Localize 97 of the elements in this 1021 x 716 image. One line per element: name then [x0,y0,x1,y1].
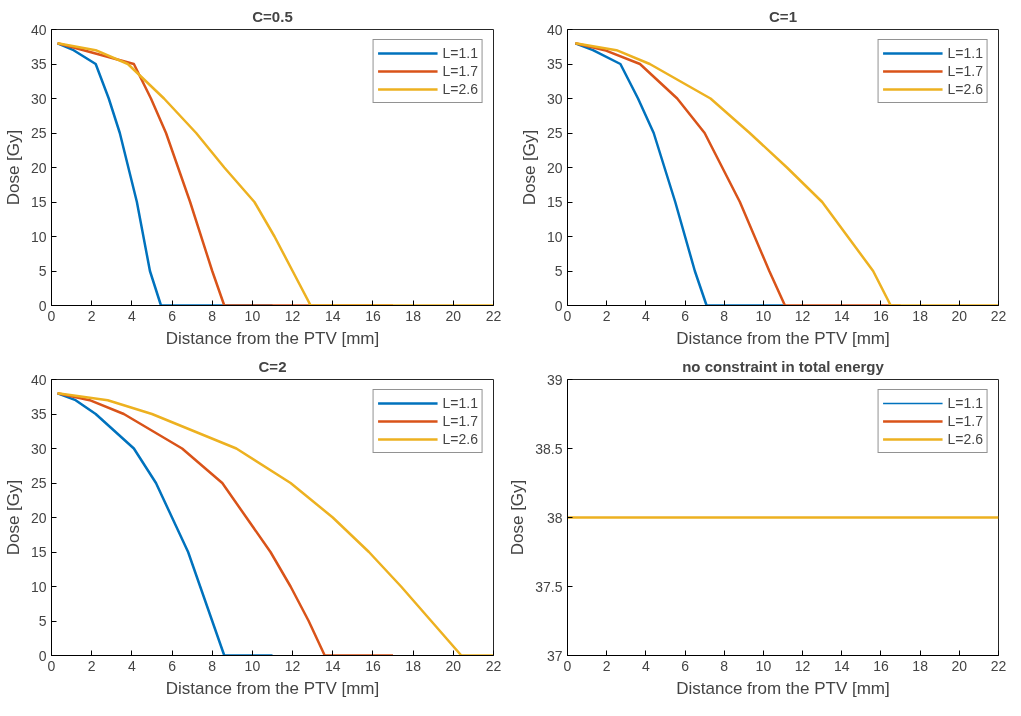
legend-label: L=2.6 [947,80,983,98]
x-tick-label: 16 [365,307,381,324]
y-axis-title: Dose [Gy] [3,479,23,556]
chart-title: C=2 [258,357,287,375]
y-tick-label: 5 [38,613,47,629]
y-tick-label: 25 [30,475,47,491]
y-tick-label: 40 [30,21,47,38]
x-tick-label: 4 [641,657,650,674]
x-tick-label: 14 [324,307,341,324]
legend-label: L=1.7 [947,412,983,430]
y-tick-label: 30 [30,440,47,457]
x-tick-label: 4 [127,307,136,324]
x-tick-label: 18 [912,307,929,324]
x-tick-label: 20 [951,307,968,324]
legend-label: L=1.1 [442,394,478,412]
x-tick-label: 12 [794,657,811,674]
legend-label: L=2.6 [442,80,478,98]
x-tick-label: 2 [87,657,96,674]
y-tick-label: 39 [546,371,563,388]
x-tick-label: 10 [244,307,261,324]
x-tick-label: 12 [284,307,301,324]
y-tick-label: 30 [30,90,47,107]
x-tick-label: 18 [405,657,422,674]
x-tick-label: 22 [990,307,1007,324]
legend-label: L=2.6 [947,430,983,448]
x-tick-label: 4 [641,307,650,324]
x-tick-label: 14 [833,307,850,324]
x-tick-label: 18 [912,657,929,674]
y-axis-title: Dose [Gy] [519,129,539,206]
y-tick-label: 25 [546,125,563,141]
y-tick-label: 35 [30,56,47,72]
y-tick-label: 10 [546,228,563,245]
x-tick-label: 14 [324,657,341,674]
legend-label: L=1.7 [442,62,478,80]
y-tick-label: 20 [546,159,563,176]
y-tick-label: 5 [38,263,47,279]
x-tick-label: 8 [720,657,729,674]
x-tick-label: 16 [365,657,381,674]
legend-label: L=1.1 [947,44,983,62]
x-tick-label: 20 [951,657,968,674]
chart-title: C=0.5 [252,7,293,25]
x-tick-label: 6 [681,307,690,324]
y-tick-label: 15 [30,194,47,210]
y-tick-label: 15 [30,544,47,560]
y-axis-title: Dose [Gy] [3,129,23,206]
x-tick-label: 2 [602,307,611,324]
x-tick-label: 2 [87,307,96,324]
y-tick-label: 40 [30,371,47,388]
x-tick-label: 16 [873,307,889,324]
x-tick-label: 18 [405,307,422,324]
x-tick-label: 20 [445,657,462,674]
x-tick-label: 4 [127,657,136,674]
y-tick-label: 35 [30,406,47,422]
x-tick-label: 6 [681,657,690,674]
x-axis-title: Distance from the PTV [mm] [676,678,890,698]
y-tick-label: 40 [546,21,563,38]
chart-title: C=1 [769,7,797,25]
x-tick-label: 8 [208,307,217,324]
y-tick-label: 37.5 [535,578,563,595]
y-axis-title: Dose [Gy] [508,479,528,556]
x-tick-label: 16 [873,657,889,674]
y-tick-label: 5 [554,263,563,279]
x-tick-label: 6 [168,307,177,324]
y-tick-label: 38.5 [535,440,563,457]
y-tick-label: 30 [546,90,563,107]
x-tick-label: 14 [833,657,850,674]
x-tick-label: 10 [244,657,261,674]
y-tick-label: 35 [546,56,563,72]
y-tick-label: 15 [546,194,563,210]
x-axis-title: Distance from the PTV [mm] [165,328,380,348]
y-tick-label: 25 [30,125,47,141]
x-axis-title: Distance from the PTV [mm] [676,328,890,348]
legend-label: L=1.7 [442,412,478,430]
x-tick-label: 8 [208,657,217,674]
legend-label: L=1.1 [947,394,983,412]
legend-label: L=2.6 [442,430,478,448]
x-axis-title: Distance from the PTV [mm] [165,678,380,698]
x-tick-label: 6 [168,657,177,674]
chart-title: no constraint in total energy [682,357,885,375]
legend-label: L=1.1 [442,44,478,62]
x-tick-label: 22 [485,307,502,324]
x-tick-label: 12 [284,657,301,674]
y-tick-label: 37 [546,647,563,664]
legend-label: L=1.7 [947,62,983,80]
x-tick-label: 10 [755,307,772,324]
x-tick-label: 10 [755,657,772,674]
x-tick-label: 2 [602,657,611,674]
x-tick-label: 8 [720,307,729,324]
x-tick-label: 20 [445,307,462,324]
x-tick-label: 22 [485,657,502,674]
x-tick-label: 12 [794,307,811,324]
x-tick-label: 22 [990,657,1007,674]
y-tick-label: 20 [30,509,47,526]
y-tick-label: 10 [30,228,47,245]
y-tick-label: 10 [30,578,47,595]
y-tick-label: 20 [30,159,47,176]
y-tick-label: 38 [546,509,563,526]
